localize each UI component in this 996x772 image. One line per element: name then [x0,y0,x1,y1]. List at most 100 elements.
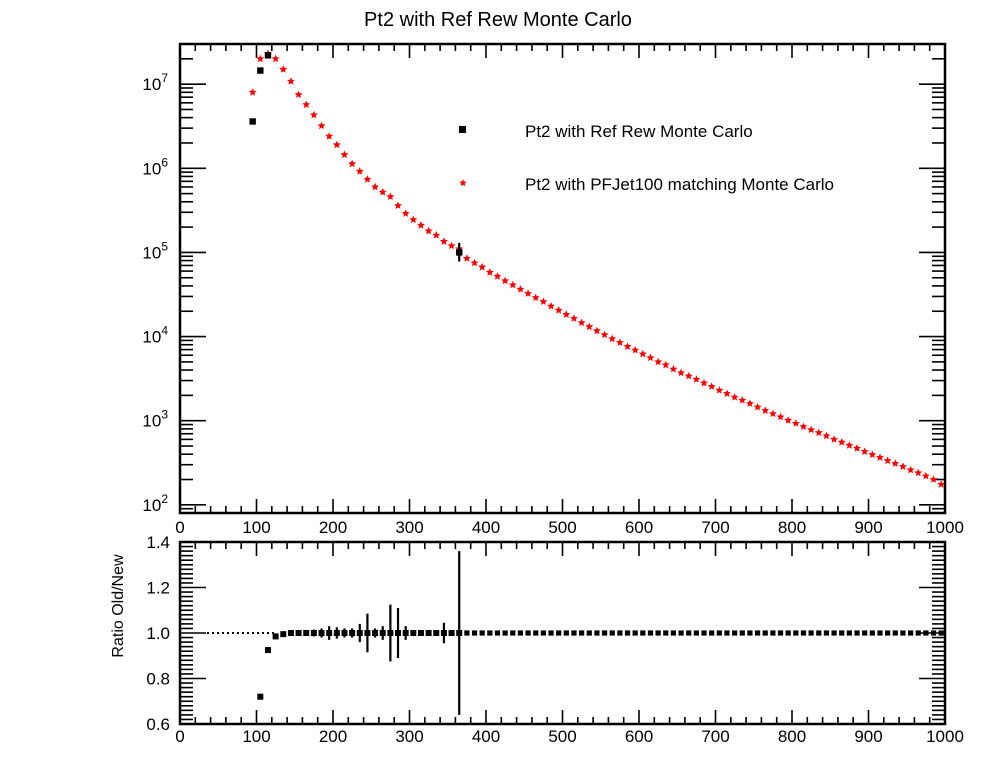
x-tick-label: 500 [548,518,576,537]
ratio-y-tick-label: 0.8 [146,670,170,689]
data-point-pfjet100 [348,159,357,168]
ratio-point [548,630,554,636]
ratio-point [540,630,546,636]
x-tick-label: 1000 [926,518,964,537]
y-tick-base: 10 [142,328,161,347]
ratio-point [395,630,402,636]
ratio-point [793,630,799,636]
data-point-pfjet100 [386,192,395,201]
y-tick-label: 106 [142,155,168,178]
ratio-point [854,630,860,636]
ratio-point [502,630,508,636]
data-point-pfjet100 [439,237,448,245]
data-point-pfjet100 [898,462,907,470]
ratio-x-tick-label: 900 [854,727,882,746]
ratio-point [510,630,516,636]
ratio-point [624,630,631,636]
y-tick-exponent: 5 [161,239,168,253]
ratio-x-tick-label: 1000 [926,727,964,746]
data-point-pfjet100 [875,453,884,461]
ratio-point [272,633,279,640]
data-point-pfjet100 [830,435,839,443]
data-point-pfjet100 [478,262,487,271]
y-tick-base: 10 [142,412,161,431]
ratio-point [831,630,837,636]
ratio-point [303,630,310,636]
main-plot-frame [178,42,947,515]
ratio-point [349,630,356,636]
ratio-point [471,630,478,636]
ratio-point [494,630,501,636]
ratio-point [839,630,845,636]
data-point-pfjet100 [761,406,770,414]
ratio-point [770,630,776,636]
ratio-point [594,630,600,636]
ratio-point [571,630,577,636]
x-tick-label: 0 [175,518,184,537]
data-point-pfjet100 [684,371,693,380]
x-tick-label: 800 [778,518,806,537]
data-point-pfjet100 [891,459,900,467]
data-point-pfjet100 [279,65,288,73]
ratio-y-tick-label: 1.2 [146,579,170,598]
data-point-pfjet100 [791,419,800,427]
data-point-pfjet100 [631,345,640,354]
data-point-pfjet100 [585,322,594,331]
data-point-pfjet100 [700,378,709,387]
data-point-pfjet100 [646,353,655,362]
ratio-point [579,630,585,636]
y-tick-base: 10 [142,159,161,178]
data-point-pfjet100 [340,150,349,159]
data-point-pfjet100 [424,226,433,235]
data-point-pfjet100 [554,306,563,314]
y-tick-label: 102 [142,492,168,515]
data-point-pfjet100 [753,402,762,411]
data-point-pfjet100 [707,382,716,390]
ratio-point [440,630,447,636]
data-point-pfjet100 [371,182,380,191]
data-point-pfjet100 [906,465,915,474]
ratio-x-tick-label: 800 [778,727,806,746]
data-point-ref-rew [456,249,463,256]
y-tick-exponent: 7 [161,71,168,85]
ratio-point [900,630,906,636]
data-point-pfjet100 [600,330,609,339]
legend-marker-ref-rew [459,126,466,133]
ratio-point [417,630,424,636]
x-tick-label: 900 [854,518,882,537]
ratio-point [563,630,569,636]
ratio-y-tick-label: 1.4 [146,533,170,552]
ratio-point [862,630,868,636]
data-point-pfjet100 [608,334,617,343]
ratio-point [869,630,875,636]
ratio-x-tick-label: 600 [625,727,653,746]
legend-label-ref-rew: Pt2 with Ref Rew Monte Carlo [525,122,753,141]
ratio-point [885,630,891,636]
data-point-pfjet100 [317,121,326,130]
ratio-point [333,630,340,636]
data-point-pfjet100 [623,342,632,350]
ratio-point [287,630,294,636]
data-point-pfjet100 [394,201,403,210]
ratio-x-tick-label: 300 [395,727,423,746]
ratio-point [487,630,493,636]
ratio-point [448,630,455,636]
ratio-point [823,630,830,636]
data-point-pfjet100 [722,389,731,397]
y-tick-label: 104 [142,324,168,347]
ratio-point [280,631,287,638]
data-point-pfjet100 [363,175,372,183]
ratio-point [777,630,784,636]
ratio-point [533,630,539,636]
y-tick-label: 103 [142,408,168,431]
data-point-pfjet100 [547,301,556,310]
ratio-point [716,630,722,636]
ratio-point [647,630,654,636]
y-tick-exponent: 3 [161,408,168,422]
ratio-point [318,630,325,636]
ratio-point [364,630,371,636]
ratio-point [632,630,638,636]
legend-marker-pfjet100 [459,179,467,187]
data-point-pfjet100 [524,289,533,297]
ratio-point [387,630,394,636]
